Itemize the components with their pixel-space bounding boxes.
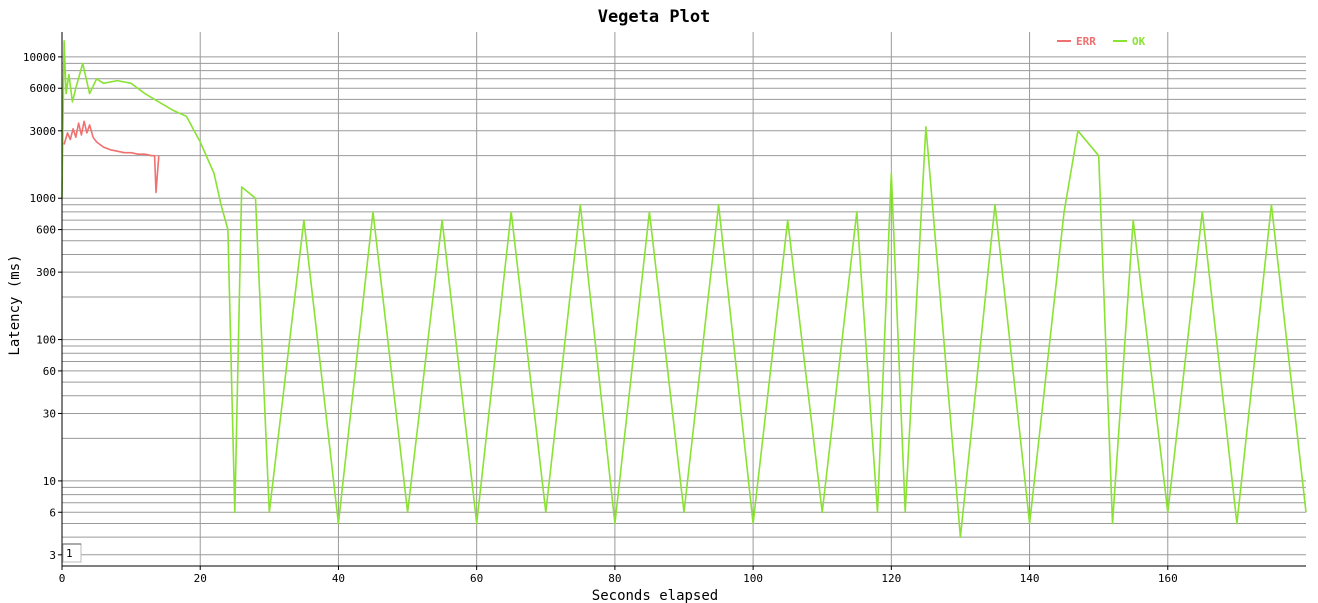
x-tick-label: 80 bbox=[608, 572, 621, 585]
x-axis-label: Seconds elapsed bbox=[592, 588, 718, 603]
y-tick-label: 6 bbox=[49, 506, 56, 519]
series-line-ok bbox=[61, 40, 1307, 538]
y-tick-label: 1000 bbox=[30, 192, 57, 205]
x-tick-label: 100 bbox=[743, 572, 763, 585]
x-tick-label: 20 bbox=[194, 572, 207, 585]
x-tick-label: 60 bbox=[470, 572, 483, 585]
y-tick-label: 3000 bbox=[30, 125, 57, 138]
x-tick-label: 0 bbox=[59, 572, 66, 585]
x-tick-label: 40 bbox=[332, 572, 345, 585]
y-tick-label: 60 bbox=[43, 365, 56, 378]
legend-ok-label: OK bbox=[1132, 35, 1146, 48]
y-tick-label: 100 bbox=[36, 334, 56, 347]
x-tick-label: 120 bbox=[881, 572, 901, 585]
y-tick-label: 6000 bbox=[30, 82, 57, 95]
x-tick-label: 160 bbox=[1158, 572, 1178, 585]
tick-labels: 0 20 40 60 80 100 120 140 160 3 6 10 30 60 100 300 600 10… bbox=[23, 51, 1178, 585]
axes bbox=[61, 32, 1306, 567]
chart-title: Vegeta Plot bbox=[598, 7, 711, 27]
series-lines bbox=[61, 40, 1307, 538]
y-tick-label: 600 bbox=[36, 224, 56, 237]
legend: ERR OK bbox=[1057, 35, 1146, 48]
y-tick-label: 300 bbox=[36, 266, 56, 279]
range-selector-label: 1 bbox=[66, 547, 73, 560]
series-line-err bbox=[63, 120, 160, 194]
y-tick-label: 30 bbox=[43, 407, 56, 420]
y-tick-label: 10 bbox=[43, 475, 56, 488]
legend-err-label: ERR bbox=[1076, 35, 1096, 48]
y-axis-label: Latency (ms) bbox=[7, 254, 23, 355]
x-tick-label: 140 bbox=[1020, 572, 1040, 585]
grid bbox=[62, 32, 1306, 566]
y-tick-label: 3 bbox=[49, 549, 56, 562]
range-selector[interactable]: 1 bbox=[62, 543, 82, 563]
y-tick-label: 10000 bbox=[23, 51, 56, 64]
